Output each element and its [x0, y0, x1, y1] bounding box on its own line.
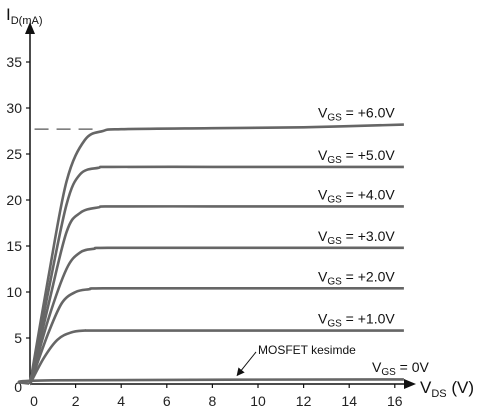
x-tick-label: 2 — [72, 393, 80, 409]
curve-vgs-1 — [28, 165, 404, 385]
curve-vgs-3 — [28, 246, 404, 385]
x-tick-label: 0 — [30, 393, 38, 409]
x-tick-label: 12 — [296, 393, 312, 409]
annotation-arrow — [236, 351, 257, 377]
y-ticks: 0 5 10 15 20 25 30 35 — [6, 54, 30, 395]
curve-label: VGS = +3.0V — [318, 228, 395, 247]
y-axis-label: ID(mA) — [6, 5, 43, 27]
curve-label: VGS = 0V — [372, 359, 430, 378]
curve-label: VGS = +4.0V — [318, 186, 395, 205]
curve-vgs-2 — [28, 205, 404, 385]
x-tick-label: 6 — [163, 393, 171, 409]
y-tick-label: 30 — [6, 100, 22, 116]
x-axis-label: VDS (V) — [420, 378, 474, 400]
y-tick-label: 10 — [6, 284, 22, 300]
y-tick-label: 0 — [14, 379, 22, 395]
curve-label: VGS = +1.0V — [318, 311, 395, 330]
y-tick-label: 25 — [6, 146, 22, 162]
x-tick-label: 10 — [250, 393, 266, 409]
y-tick-label: 20 — [6, 192, 22, 208]
y-tick-label: 5 — [14, 330, 22, 346]
x-ticks: 0 2 4 6 8 10 12 14 16 — [30, 384, 403, 409]
y-tick-label: 35 — [6, 54, 22, 70]
x-tick-label: 8 — [209, 393, 217, 409]
x-tick-label: 14 — [341, 393, 357, 409]
curve-label: VGS = +2.0V — [318, 268, 395, 287]
x-axis-arrow — [404, 379, 416, 389]
curve-labels: VGS = +6.0V VGS = +5.0V VGS = +4.0V VGS = +… — [318, 105, 430, 378]
curve-vgs-4 — [28, 286, 404, 385]
x-tick-label: 4 — [117, 393, 125, 409]
x-tick-label: 16 — [387, 393, 403, 409]
curve-vgs-5 — [28, 329, 404, 385]
curve-label: VGS = +6.0V — [318, 105, 395, 124]
curve-vgs-6 — [17, 378, 404, 386]
curve-label: VGS = +5.0V — [318, 147, 395, 166]
curves — [17, 123, 404, 386]
annotation-label: MOSFET kesimde — [258, 343, 356, 357]
curve-vgs-0 — [28, 123, 404, 385]
y-tick-label: 15 — [6, 238, 22, 254]
y-axis-arrow — [25, 22, 35, 34]
